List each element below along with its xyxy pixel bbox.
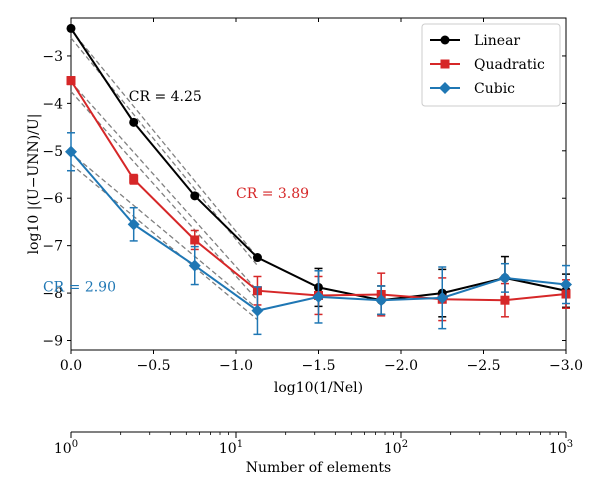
data-point-diamond bbox=[127, 218, 140, 231]
annotation-cr: CR = 2.90 bbox=[43, 280, 116, 296]
data-point-circle bbox=[190, 191, 200, 201]
log-axis-label: Number of elements bbox=[246, 460, 391, 476]
y-tick-label: −6 bbox=[42, 191, 63, 207]
legend-entry-quadratic: Quadratic bbox=[430, 57, 545, 73]
data-point-square bbox=[190, 235, 200, 245]
x-tick-label: −2.0 bbox=[384, 358, 418, 374]
y-tick-label: −3 bbox=[42, 49, 63, 65]
log-tick-label: 103 bbox=[549, 439, 573, 457]
legend-entry-linear: Linear bbox=[430, 33, 520, 49]
data-point-circle bbox=[252, 253, 262, 263]
data-point-diamond bbox=[65, 145, 77, 158]
y-tick-label: −5 bbox=[42, 144, 63, 160]
data-point-diamond bbox=[312, 290, 325, 303]
y-tick-label: −7 bbox=[42, 239, 63, 255]
data-point-diamond bbox=[375, 294, 388, 307]
annotation-cr: CR = 3.89 bbox=[236, 186, 309, 202]
series-cubic bbox=[65, 132, 572, 336]
data-point-diamond bbox=[188, 259, 201, 272]
log-tick-exp: 1 bbox=[237, 439, 243, 450]
y-tick-label: −8 bbox=[42, 286, 63, 302]
fit-line-linear bbox=[70, 29, 258, 258]
legend-label: Cubic bbox=[474, 81, 515, 97]
y-tick-label: −9 bbox=[42, 334, 63, 350]
x-tick-label: −3.0 bbox=[549, 358, 583, 374]
data-point-circle bbox=[129, 117, 139, 127]
log-tick-exp: 2 bbox=[402, 439, 408, 450]
fit-line-quadratic bbox=[70, 81, 258, 292]
log-tick-base: 10 bbox=[219, 441, 237, 457]
data-point-diamond bbox=[498, 271, 511, 284]
y-tick-label: −4 bbox=[42, 96, 63, 112]
x-tick-label: −2.5 bbox=[467, 358, 501, 374]
legend-label: Quadratic bbox=[474, 57, 545, 73]
annotation-cr: CR = 4.25 bbox=[129, 89, 202, 105]
x-tick-label: −0.5 bbox=[137, 358, 171, 374]
data-point-circle bbox=[440, 35, 450, 45]
legend-entry-cubic: Cubic bbox=[430, 81, 515, 97]
log-tick-exp: 0 bbox=[72, 439, 78, 450]
log-tick-label: 102 bbox=[384, 439, 408, 457]
data-point-circle bbox=[66, 23, 76, 33]
legend-box bbox=[421, 23, 561, 107]
legend-label: Linear bbox=[474, 33, 520, 49]
log-tick-label: 100 bbox=[54, 439, 78, 457]
main-chart: 0.0 −0.5 −1.0 −1.5 −2.0 −2.5 −3.0 −3 −4 −5 −6 −7 −8 −… bbox=[26, 17, 583, 396]
data-point-square bbox=[129, 174, 139, 184]
log-tick-base: 10 bbox=[384, 441, 402, 457]
data-point-diamond bbox=[436, 291, 449, 304]
x-tick-label: 0.0 bbox=[60, 358, 82, 374]
log-tick-base: 10 bbox=[549, 441, 567, 457]
log-tick-exp: 3 bbox=[567, 439, 573, 450]
log-tick-label: 101 bbox=[219, 439, 243, 457]
data-point-square bbox=[66, 76, 76, 86]
y-axis-label: log10 |(U−UNN)/U| bbox=[26, 114, 42, 255]
data-point-square bbox=[440, 59, 450, 69]
data-point-diamond bbox=[251, 304, 264, 317]
series-line bbox=[70, 80, 567, 302]
fit-line-cubic bbox=[70, 163, 258, 321]
x-tick-label: −1.0 bbox=[219, 358, 253, 374]
data-point-square bbox=[500, 295, 510, 305]
data-point-diamond bbox=[439, 82, 451, 94]
data-point-diamond bbox=[560, 278, 572, 291]
fit-line-cubic bbox=[70, 152, 258, 310]
log-tick-base: 10 bbox=[54, 441, 72, 457]
x-tick-label: −1.5 bbox=[302, 358, 336, 374]
x-axis-label: log10(1/Nel) bbox=[274, 380, 363, 396]
